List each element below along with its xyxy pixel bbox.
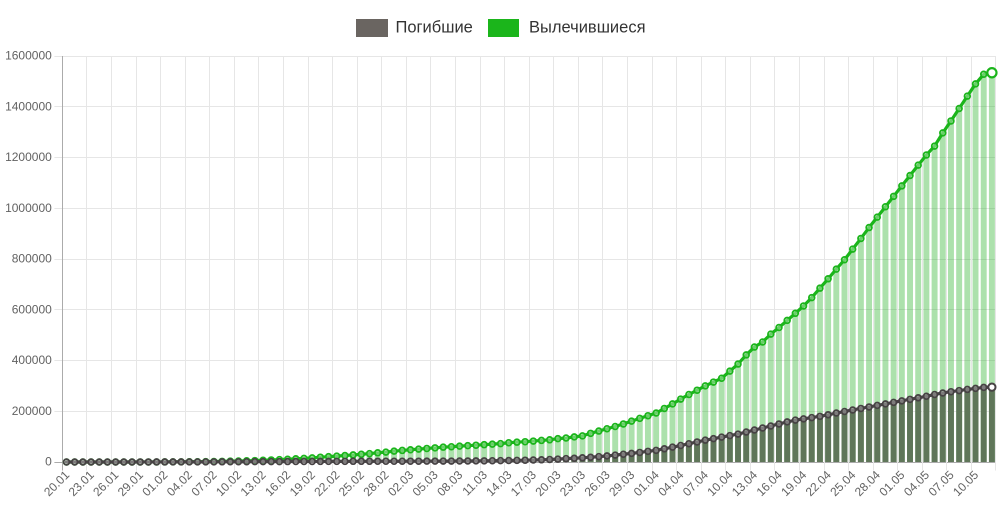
- svg-text:1200000: 1200000: [5, 150, 52, 164]
- svg-text:600000: 600000: [12, 302, 52, 316]
- svg-text:800000: 800000: [12, 252, 52, 266]
- svg-text:1400000: 1400000: [5, 100, 52, 114]
- svg-text:Вылечившиеся: Вылечившиеся: [529, 19, 646, 37]
- svg-text:200000: 200000: [12, 404, 52, 418]
- svg-text:400000: 400000: [12, 353, 52, 367]
- svg-text:0: 0: [45, 455, 52, 469]
- svg-text:1600000: 1600000: [5, 49, 52, 63]
- svg-text:1000000: 1000000: [5, 201, 52, 215]
- svg-text:Погибшие: Погибшие: [396, 19, 473, 37]
